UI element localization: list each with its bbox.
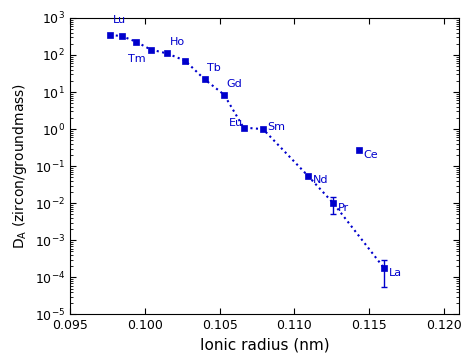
Text: Eu: Eu	[228, 118, 243, 128]
Text: La: La	[389, 268, 402, 278]
X-axis label: Ionic radius (nm): Ionic radius (nm)	[200, 338, 329, 353]
Text: Nd: Nd	[312, 175, 328, 185]
Text: Pr: Pr	[338, 203, 349, 213]
Text: Ce: Ce	[364, 150, 378, 160]
Text: Gd: Gd	[226, 79, 242, 89]
Text: Tb: Tb	[207, 63, 220, 73]
Text: Lu: Lu	[112, 15, 126, 25]
Text: Ho: Ho	[169, 37, 184, 47]
Y-axis label: D$_\mathregular{A}$ (zircon/groundmass): D$_\mathregular{A}$ (zircon/groundmass)	[11, 83, 29, 249]
Text: Tm: Tm	[128, 54, 146, 64]
Text: Sm: Sm	[267, 122, 285, 132]
